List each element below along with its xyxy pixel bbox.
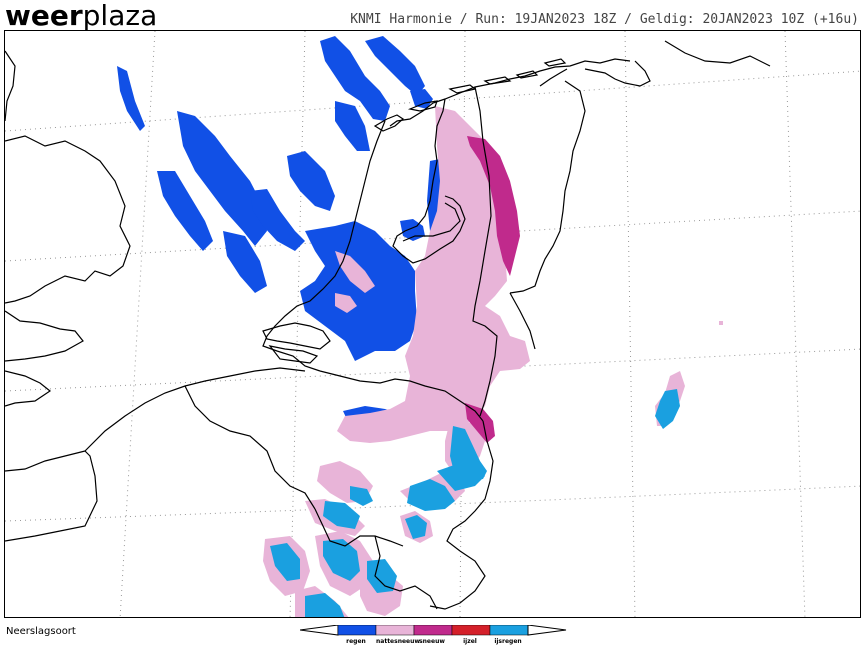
legend-label-nattesneeuw: nattesneeuw [376,638,420,645]
legend-left-arrow [299,624,339,636]
separator-1: / [451,12,476,27]
precipitation-type-map [4,30,861,618]
separator-2: / [616,12,640,27]
legend-right-arrow [527,624,567,636]
legend-swatch-ijzel [451,624,491,636]
legend-colorbar [299,624,567,636]
legend-swatch-regen [337,624,377,636]
run-time: Run: 19JAN2023 18Z [475,12,617,27]
precipitation-legend: regen nattesneeuw sneeuw ijzel ijsregen [299,624,568,648]
model-name: KNMI Harmonie [350,12,452,27]
run-info-header: KNMI Harmonie / Run: 19JAN2023 18Z / Gel… [350,12,859,27]
freezing-rain-areas [270,389,680,617]
legend-swatch-ijsregen [489,624,529,636]
map-svg [5,31,860,617]
logo-light-part: plaza [82,0,158,32]
logo-bold-part: weer [5,0,83,32]
coastlines-borders [5,40,771,610]
snow-areas [465,136,520,443]
weerplaza-logo: weerplaza [5,0,157,32]
legend-label-ijzel: ijzel [463,638,477,645]
legend-label-sneeuw: sneeuw [419,638,445,645]
legend-swatch-nattesneeuw [375,624,415,636]
legend-label-regen: regen [346,638,366,645]
legend-swatch-sneeuw [413,624,453,636]
legend-title: Neerslagsoort [6,626,76,637]
legend-label-ijsregen: ijsregen [494,638,522,645]
valid-time: Geldig: 20JAN2023 10Z (+16u) [639,12,859,27]
